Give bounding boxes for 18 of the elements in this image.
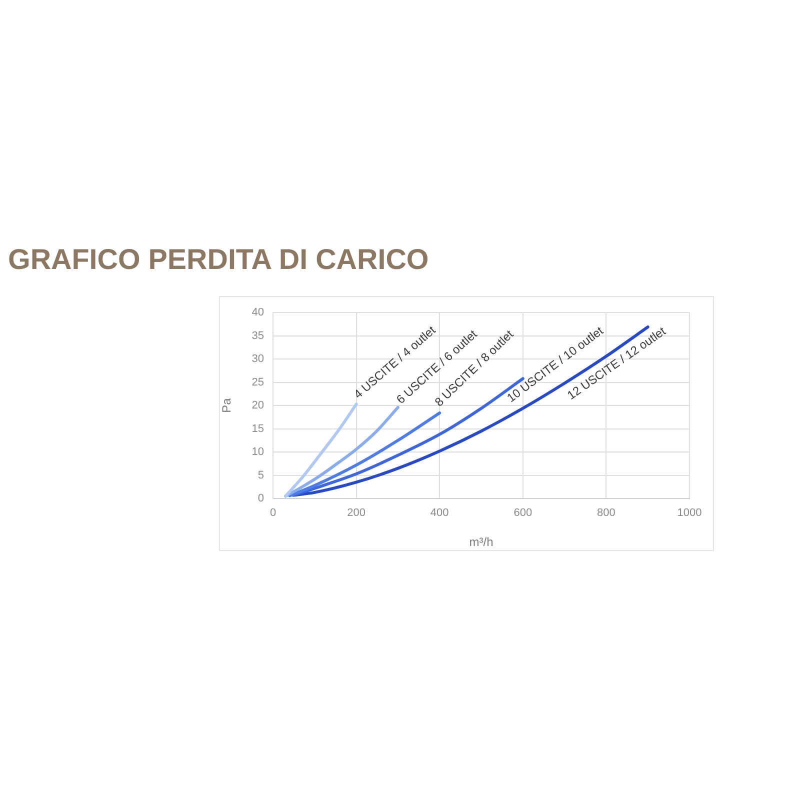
x-tick-label: 600	[514, 507, 532, 520]
y-tick-label: 0	[258, 492, 264, 505]
chart-title: GRAFICO PERDITA DI CARICO	[8, 244, 429, 277]
x-tick-label: 1000	[677, 507, 702, 520]
x-tick-label: 400	[430, 507, 449, 520]
y-tick-label: 40	[252, 306, 264, 319]
y-tick-label: 20	[252, 400, 264, 412]
y-tick-label: 25	[252, 376, 264, 388]
x-tick-label: 200	[347, 507, 366, 520]
y-tick-label: 30	[252, 353, 264, 366]
y-tick-label: 5	[258, 469, 264, 482]
x-tick-label: 0	[270, 507, 276, 520]
y-tick-label: 10	[252, 446, 264, 458]
y-axis-title: Pa	[220, 398, 234, 413]
y-tick-label: 35	[252, 330, 264, 342]
x-axis-title: m³/h	[469, 535, 494, 550]
x-tick-label: 800	[597, 507, 616, 520]
y-tick-label: 15	[252, 422, 264, 435]
